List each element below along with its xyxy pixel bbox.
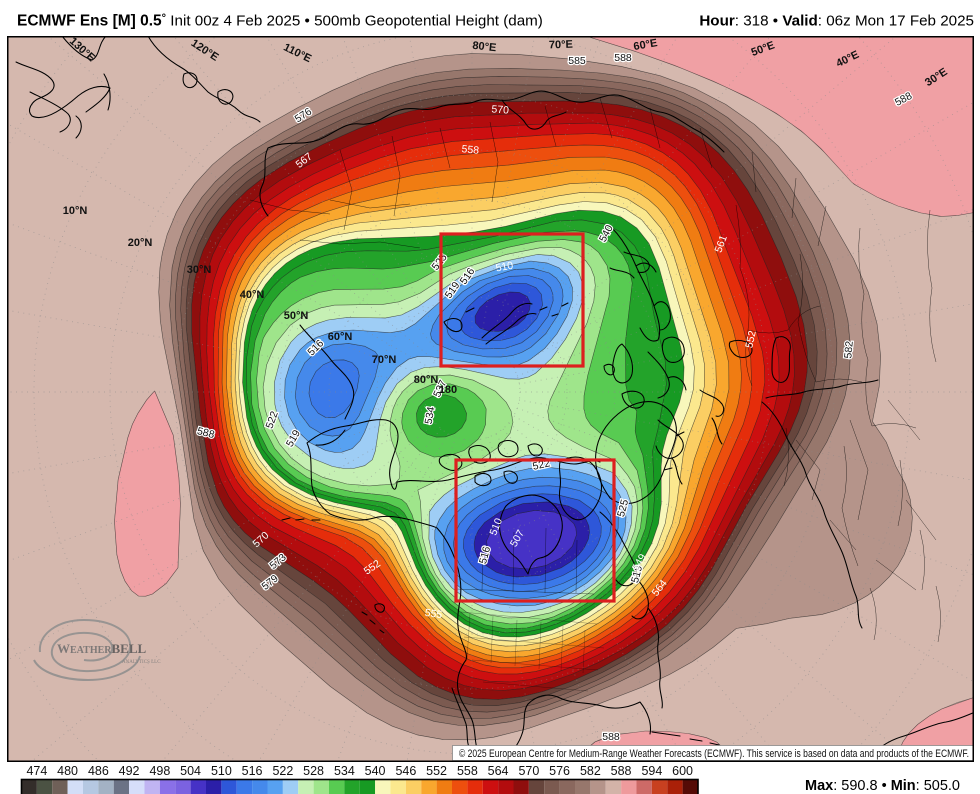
svg-text:594: 594	[641, 764, 662, 778]
svg-text:20°N: 20°N	[128, 237, 153, 249]
svg-text:576: 576	[549, 764, 570, 778]
svg-text:564: 564	[488, 764, 509, 778]
svg-text:570: 570	[518, 764, 539, 778]
svg-text:561: 561	[713, 234, 730, 255]
svg-text:558: 558	[461, 143, 480, 157]
svg-text:588: 588	[602, 731, 620, 743]
svg-text:492: 492	[119, 764, 140, 778]
svg-text:600: 600	[672, 764, 693, 778]
svg-text:528: 528	[303, 764, 324, 778]
svg-text:WEATHERBELL: WEATHERBELL	[57, 641, 147, 656]
svg-text:582: 582	[580, 764, 601, 778]
svg-text:474: 474	[26, 764, 47, 778]
svg-text:570: 570	[491, 103, 509, 116]
svg-text:Max: 590.8 • Min: 505.0: Max: 590.8 • Min: 505.0	[805, 778, 960, 794]
svg-text:558: 558	[457, 764, 478, 778]
svg-text:70°E: 70°E	[549, 39, 573, 52]
svg-text:© 2025 European Centre for Med: © 2025 European Centre for Medium-Range …	[459, 748, 969, 760]
svg-text:534: 534	[423, 406, 438, 425]
svg-text:540: 540	[365, 764, 386, 778]
svg-text:546: 546	[395, 764, 416, 778]
svg-text:486: 486	[88, 764, 109, 778]
svg-text:519: 519	[629, 564, 645, 584]
svg-text:555: 555	[424, 607, 443, 621]
svg-text:588: 588	[196, 425, 216, 441]
svg-text:70°N: 70°N	[372, 354, 397, 366]
svg-text:60°N: 60°N	[328, 331, 353, 343]
svg-text:ECMWF Ens [M] 0.5° Init 00z 4: ECMWF Ens [M] 0.5° Init 00z 4 Feb 2025 •…	[17, 13, 543, 30]
svg-text:510: 510	[495, 260, 514, 275]
svg-text:516: 516	[477, 545, 493, 565]
svg-text:510: 510	[211, 764, 232, 778]
svg-text:180: 180	[439, 384, 457, 396]
svg-text:588: 588	[611, 764, 632, 778]
svg-text:522: 522	[272, 764, 293, 778]
svg-text:30°N: 30°N	[187, 264, 212, 276]
svg-text:80°N: 80°N	[414, 374, 439, 386]
svg-text:552: 552	[743, 329, 758, 349]
svg-text:582: 582	[842, 340, 855, 359]
svg-text:ANALYTICS LLC: ANALYTICS LLC	[122, 660, 161, 665]
svg-text:60°E: 60°E	[633, 37, 659, 53]
svg-text:80°E: 80°E	[472, 40, 497, 54]
svg-text:585: 585	[568, 55, 586, 67]
svg-text:516: 516	[242, 764, 263, 778]
svg-text:40°N: 40°N	[240, 289, 265, 301]
svg-text:525: 525	[615, 498, 631, 518]
svg-text:588: 588	[614, 52, 632, 64]
svg-text:Hour: 318 • Valid: 06z Mon 17: Hour: 318 • Valid: 06z Mon 17 Feb 2025	[699, 13, 974, 30]
svg-text:480: 480	[57, 764, 78, 778]
svg-text:50°N: 50°N	[284, 310, 309, 322]
svg-text:534: 534	[334, 764, 355, 778]
svg-text:552: 552	[426, 764, 447, 778]
svg-text:504: 504	[180, 764, 201, 778]
svg-text:498: 498	[149, 764, 170, 778]
svg-text:10°N: 10°N	[63, 205, 88, 217]
